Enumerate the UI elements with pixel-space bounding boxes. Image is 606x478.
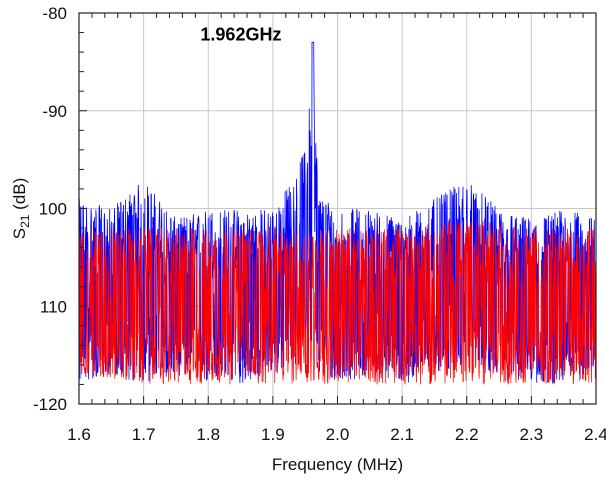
x-tick-label: 2.3 bbox=[520, 425, 544, 444]
peak-frequency-annotation: 1.962GHz bbox=[200, 24, 281, 44]
x-tick-label: 1.6 bbox=[67, 425, 91, 444]
series-layer bbox=[78, 41, 597, 385]
x-axis-title: Frequency (MHz) bbox=[272, 455, 403, 474]
x-tick-label: 1.9 bbox=[261, 425, 285, 444]
y-axis-title-unit: (dB) bbox=[10, 178, 29, 215]
x-tick-label: 2.1 bbox=[390, 425, 414, 444]
x-tick-label: 2.0 bbox=[326, 425, 350, 444]
red-series-trace bbox=[78, 220, 597, 385]
y-axis-title-subscript: 21 bbox=[18, 214, 32, 228]
y-tick-label: 110 bbox=[40, 297, 67, 316]
ticks-layer: 1.6 1.7 1.8 1.9 2.0 2.1 2.2 2.3 2.4 -80 -90 100 110 -… bbox=[33, 4, 606, 444]
x-tick-label: 1.8 bbox=[196, 425, 220, 444]
y-axis-title: S21 (dB) bbox=[10, 178, 32, 240]
y-tick-label: -90 bbox=[42, 102, 67, 121]
y-tick-label: -120 bbox=[33, 395, 67, 414]
y-axis-title-main: S bbox=[10, 228, 29, 239]
x-tick-label: 2.4 bbox=[584, 425, 606, 444]
y-tick-label: -80 bbox=[42, 4, 67, 23]
x-tick-label: 2.2 bbox=[455, 425, 479, 444]
x-tick-label: 1.7 bbox=[132, 425, 156, 444]
y-tick-label: 100 bbox=[39, 200, 67, 219]
